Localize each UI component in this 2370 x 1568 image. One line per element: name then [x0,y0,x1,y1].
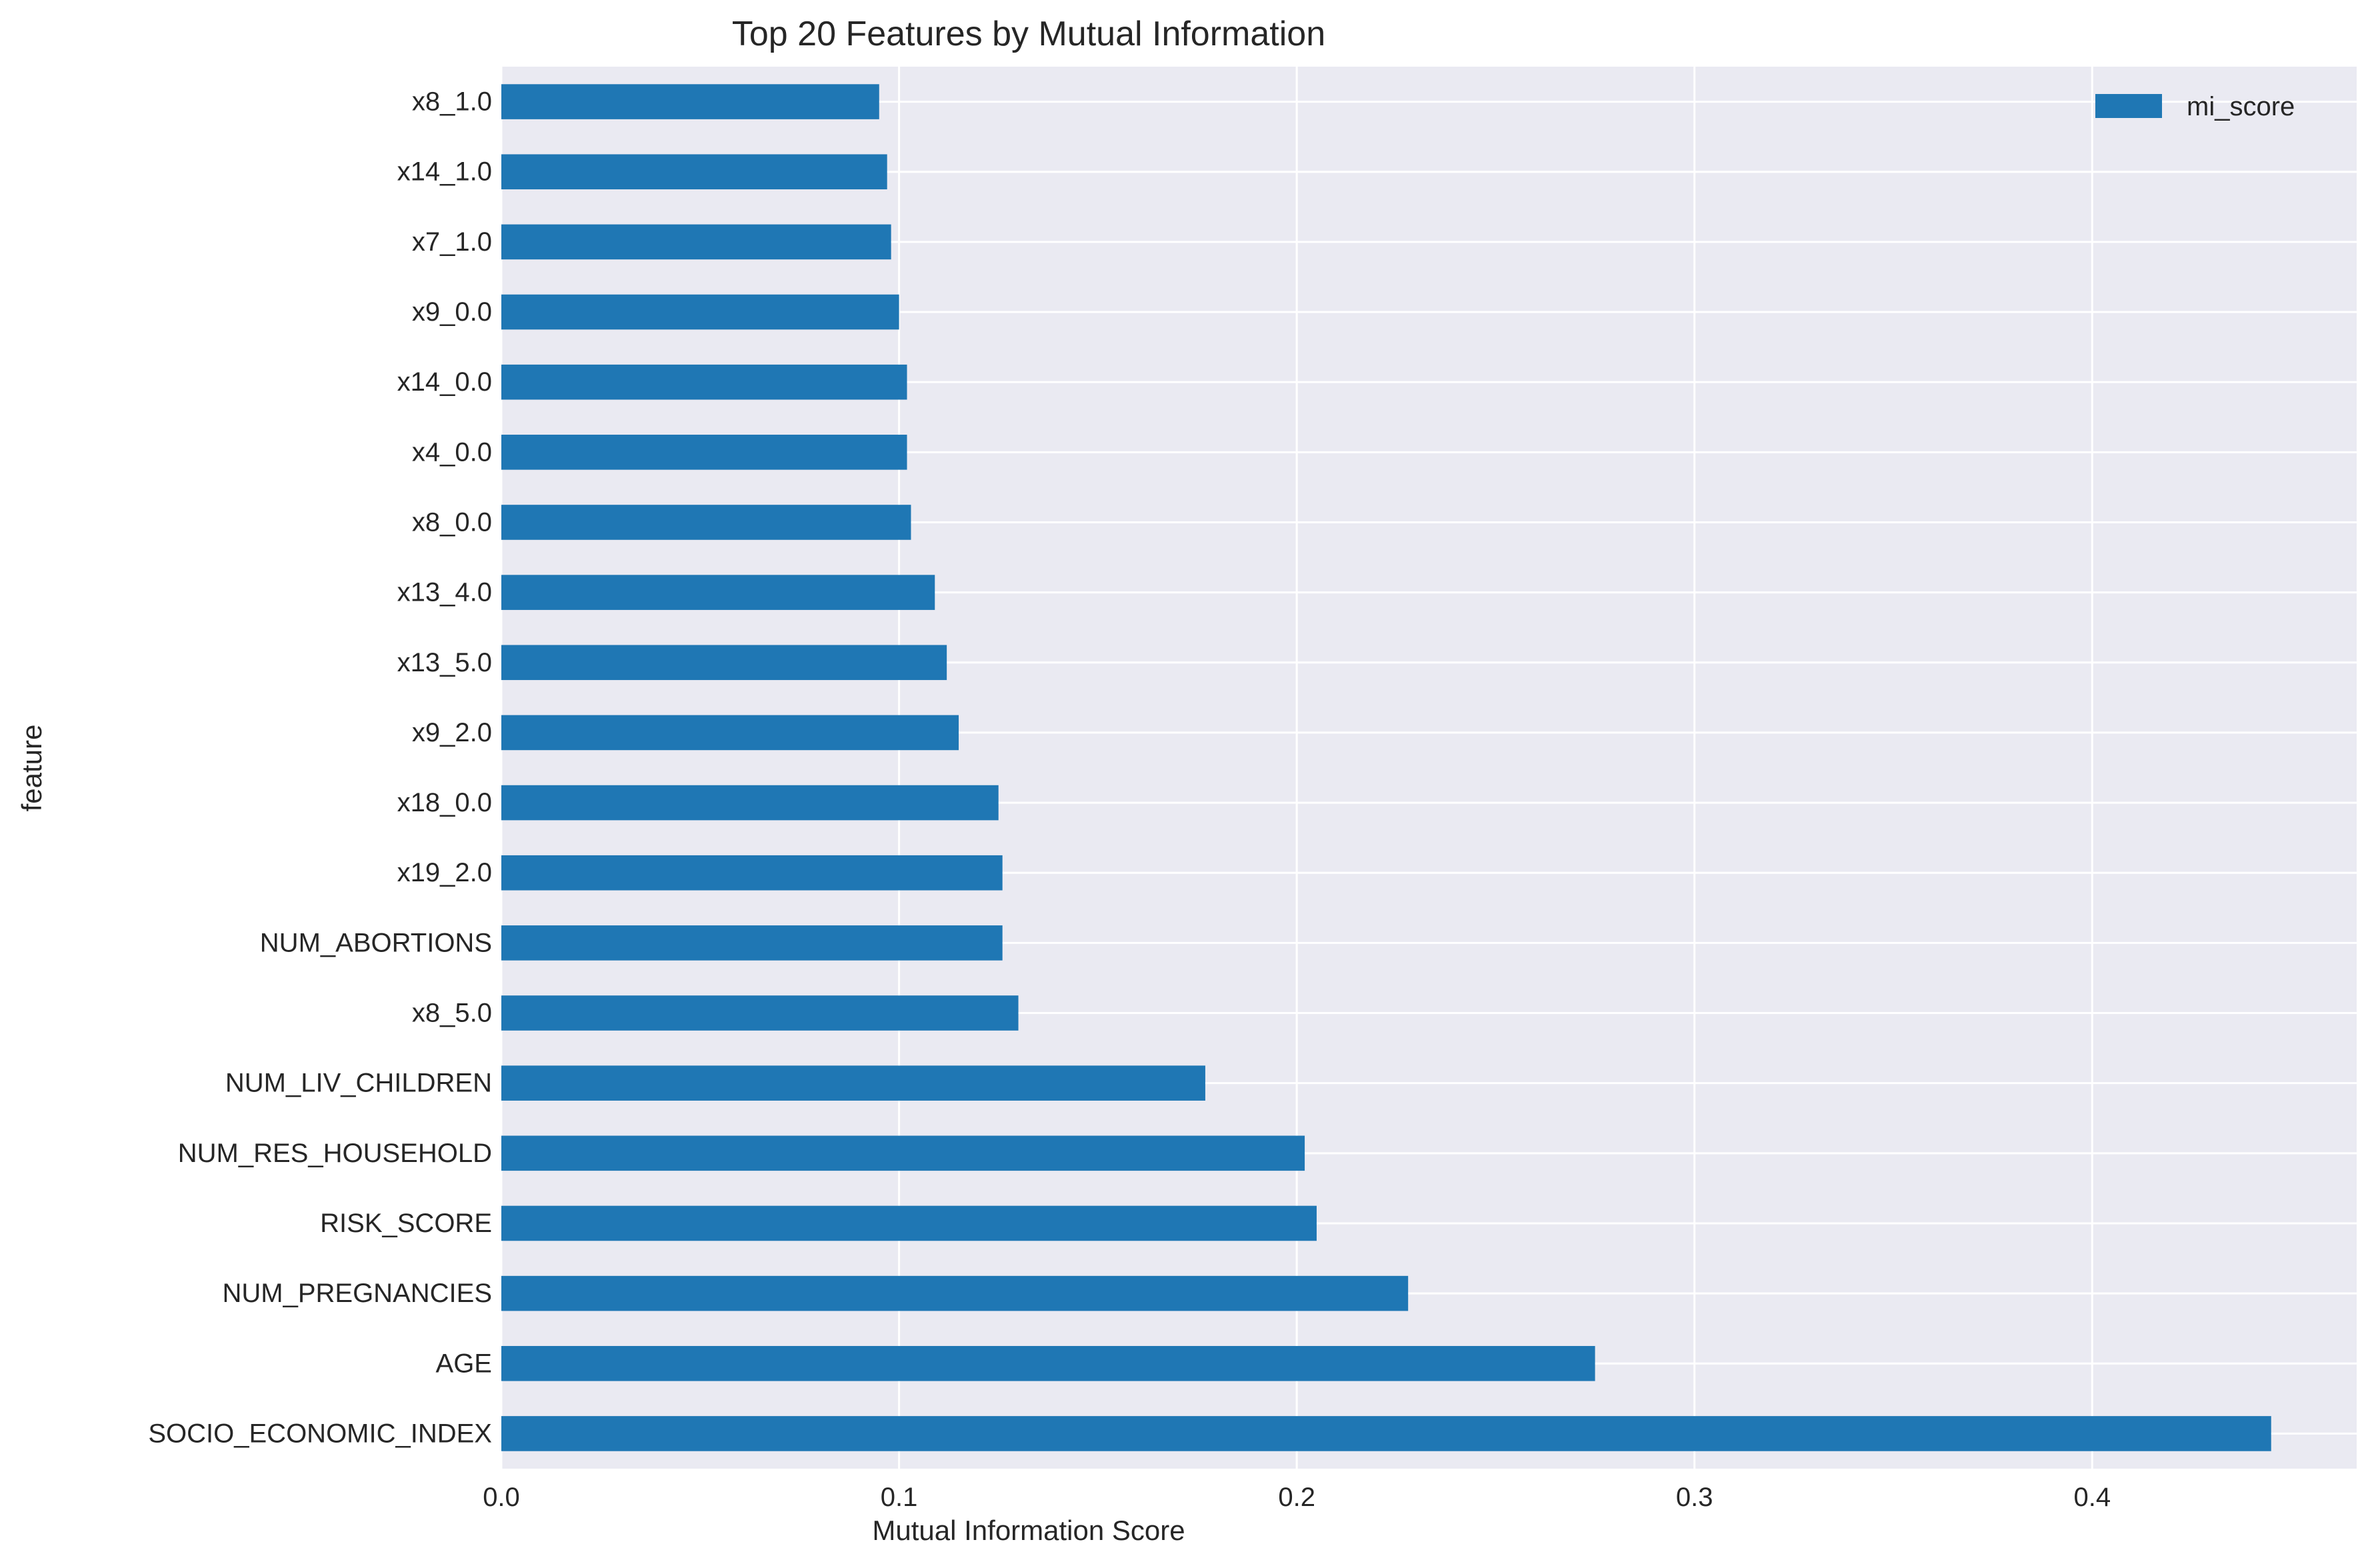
bar [501,364,907,400]
y-tick-label: x19_2.0 [397,858,492,887]
bar [501,1275,1409,1311]
legend-swatch [2095,94,2162,118]
bar [501,154,887,190]
bar [501,645,947,681]
x-tick-label: 0.0 [483,1483,520,1512]
bar [501,435,907,470]
bar [501,785,999,821]
y-tick-label: x8_1.0 [412,87,492,117]
plot-background [501,67,2357,1469]
bar [501,1416,2271,1451]
bar [501,84,879,119]
bar [501,995,1019,1031]
bar [501,224,891,260]
y-tick-label: AGE [436,1349,492,1378]
y-tick-label: RISK_SCORE [320,1209,492,1238]
y-tick-label: x9_0.0 [412,297,492,327]
bar [501,1135,1305,1171]
x-tick-labels: 0.0 0.1 0.2 0.3 0.4 [483,1483,2111,1512]
bar [501,575,935,610]
chart-title: Top 20 Features by Mutual Information [732,15,1325,53]
y-tick-label: x14_1.0 [397,157,492,187]
bar [501,925,1003,961]
y-tick-labels: SOCIO_ECONOMIC_INDEX AGE NUM_PREGNANCIES RI… [148,87,492,1449]
bars [501,84,2271,1451]
y-tick-label: x4_0.0 [412,437,492,467]
x-tick-label: 0.2 [1278,1483,1315,1512]
y-tick-label: x14_0.0 [397,367,492,397]
y-tick-label: x8_0.0 [412,507,492,537]
y-tick-label: x13_5.0 [397,648,492,677]
legend: mi_score [2095,92,2295,121]
y-tick-label: x18_0.0 [397,788,492,817]
y-tick-label: NUM_PREGNANCIES [222,1279,492,1308]
bar [501,1065,1205,1101]
bar [501,715,959,751]
bar [501,1345,1595,1381]
bar [501,294,899,330]
y-tick-label: NUM_RES_HOUSEHOLD [178,1139,492,1168]
y-tick-label: x7_1.0 [412,227,492,257]
y-tick-label: NUM_ABORTIONS [260,928,492,957]
bar [501,855,1003,891]
bar [501,1205,1317,1241]
bar [501,505,911,540]
y-axis-title: feature [16,725,47,812]
y-tick-label: SOCIO_ECONOMIC_INDEX [148,1419,492,1448]
y-tick-label: x9_2.0 [412,718,492,747]
x-tick-label: 0.3 [1676,1483,1713,1512]
y-tick-label: x8_5.0 [412,999,492,1028]
y-tick-label: NUM_LIV_CHILDREN [225,1069,492,1098]
x-tick-label: 0.4 [2073,1483,2111,1512]
legend-label: mi_score [2187,92,2295,121]
y-tick-label: x13_4.0 [397,578,492,607]
x-axis-title: Mutual Information Score [872,1515,1185,1546]
x-tick-label: 0.1 [881,1483,918,1512]
